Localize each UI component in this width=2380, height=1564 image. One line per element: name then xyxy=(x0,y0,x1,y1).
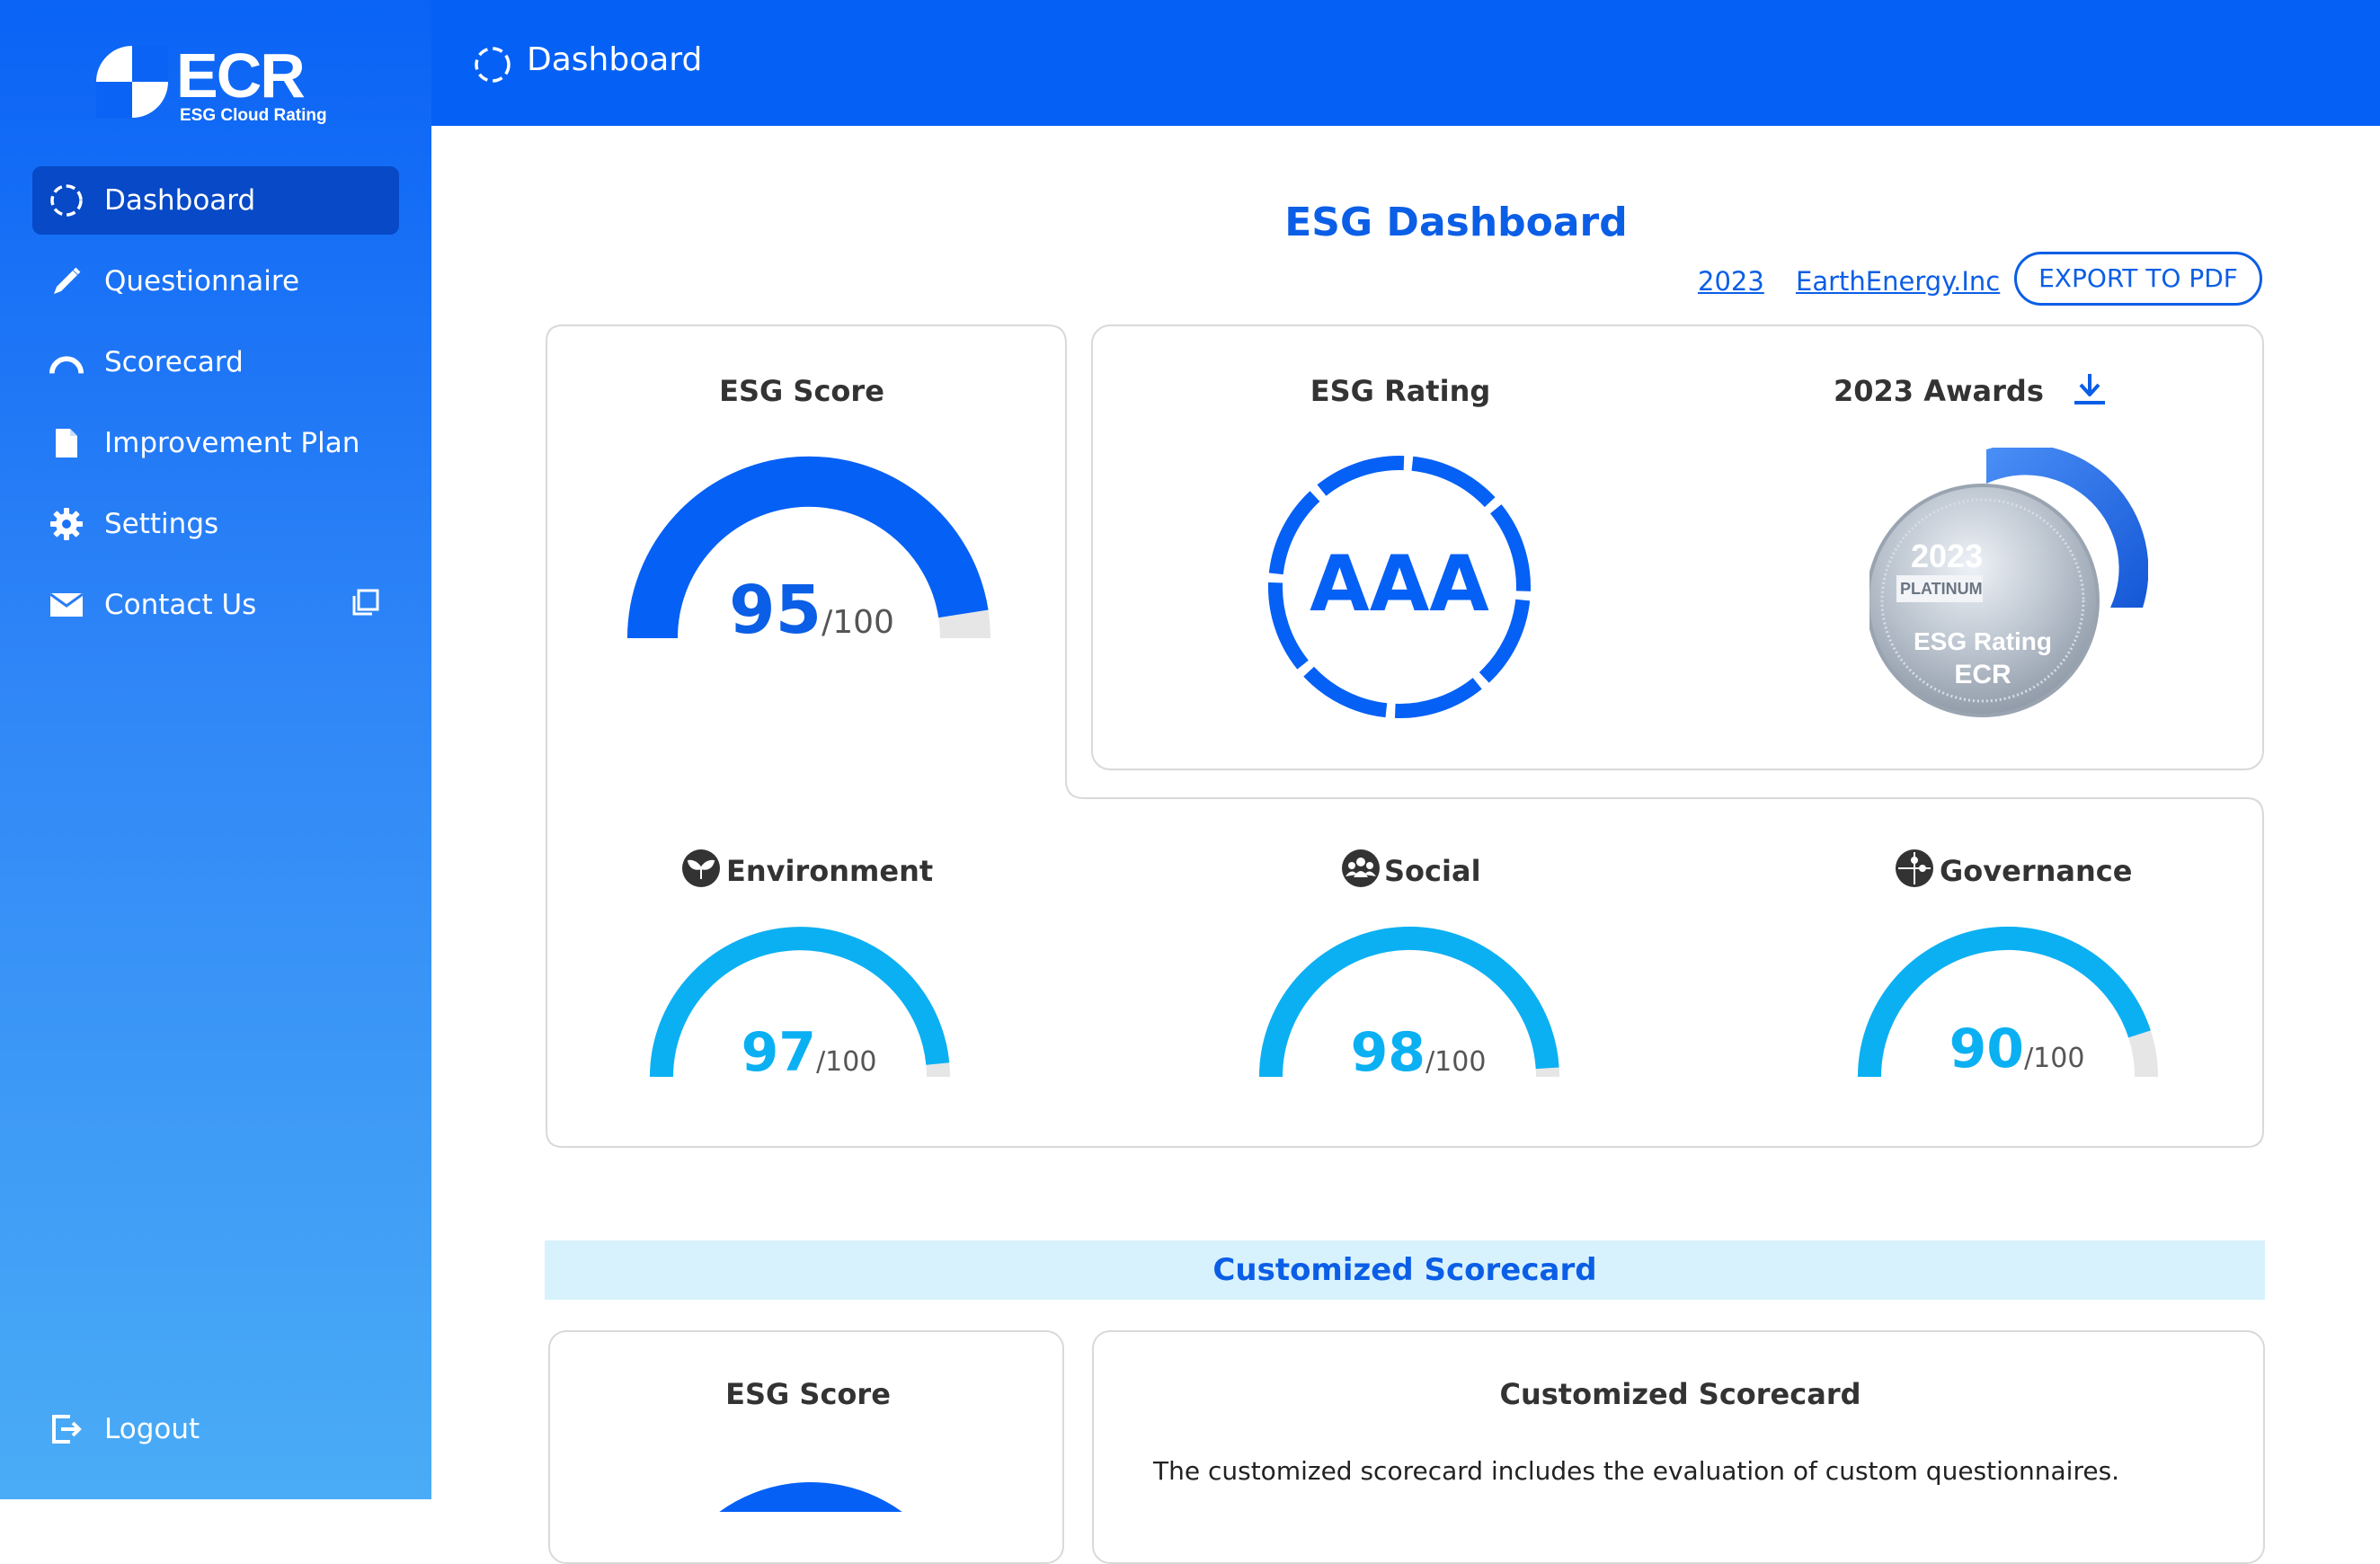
governance-gauge xyxy=(1858,926,2158,1078)
esg-score-gauge xyxy=(627,456,990,639)
pillar-gauge-fill xyxy=(1858,926,2151,1078)
logout-icon xyxy=(49,1411,84,1447)
brand-logo[interactable]: ECR ESG Cloud Rating xyxy=(93,40,327,128)
score-number: 97 xyxy=(741,1021,817,1084)
governance-score: 90/100 xyxy=(1828,1017,2206,1080)
bottom-esg-score-label: ESG Score xyxy=(725,1377,891,1411)
brand-name: ECR xyxy=(176,40,306,111)
pencil-icon xyxy=(49,263,84,299)
top-bar: Dashboard xyxy=(431,0,2380,126)
customized-scorecard-description: The customized scorecard includes the ev… xyxy=(1153,1456,2120,1486)
sidebar: ECR ESG Cloud Rating Dashboard Questionn… xyxy=(0,0,431,1499)
gauge-arc-icon xyxy=(49,344,84,380)
bottom-esg-score-gauge xyxy=(719,1482,902,1512)
environment-gauge xyxy=(650,927,950,1078)
score-max: /100 xyxy=(2024,1043,2085,1074)
sidebar-item-settings[interactable]: Settings xyxy=(32,490,399,558)
gear-icon xyxy=(49,506,84,542)
sidebar-item-improvement-plan[interactable]: Improvement Plan xyxy=(32,409,399,477)
page-title: ESG Dashboard xyxy=(1284,200,1628,245)
people-icon xyxy=(1342,849,1380,887)
customized-scorecard-card: Customized Scorecard The customized scor… xyxy=(1092,1330,2265,1564)
sidebar-item-questionnaire[interactable]: Questionnaire xyxy=(32,247,399,315)
logout-button[interactable]: Logout xyxy=(32,1395,399,1463)
brand-tagline: ESG Cloud Rating xyxy=(180,106,327,125)
puzzle-icon xyxy=(1896,849,1933,887)
pillar-gauge-fill xyxy=(1259,926,1559,1078)
pillar-label-text: Governance xyxy=(1940,854,2133,888)
esg-score-label: ESG Score xyxy=(719,374,884,408)
page-breadcrumb: Dashboard xyxy=(527,41,703,78)
score-max: /100 xyxy=(1425,1046,1487,1078)
award-medal[interactable]: 2023 PLATINUM ESG Rating ECR xyxy=(1869,448,2148,726)
year-link[interactable]: 2023 xyxy=(1698,266,1764,297)
esg-rating-label: ESG Rating xyxy=(1310,374,1491,408)
medal-year: 2023 xyxy=(1911,538,1984,574)
score-max: /100 xyxy=(816,1046,877,1078)
social-gauge xyxy=(1259,926,1559,1078)
sidebar-item-dashboard[interactable]: Dashboard xyxy=(32,166,399,235)
customized-scorecard-header: Customized Scorecard xyxy=(545,1240,2265,1300)
customized-scorecard-card-title: Customized Scorecard xyxy=(1499,1377,1861,1411)
score-number: 98 xyxy=(1350,1021,1426,1084)
pillar-environment-label: Environment xyxy=(681,849,933,888)
document-icon xyxy=(49,425,84,461)
pillar-label-text: Social xyxy=(1384,854,1481,888)
export-pdf-button[interactable]: EXPORT TO PDF xyxy=(2014,252,2262,306)
bottom-esg-score-card: ESG Score xyxy=(548,1330,1064,1564)
sidebar-item-label: Dashboard xyxy=(104,184,256,217)
medal-line1: ESG Rating xyxy=(1913,627,2052,655)
ecr-logo-mark-icon xyxy=(96,46,168,118)
dashboard-circle-icon xyxy=(475,47,511,83)
sidebar-item-label: Scorecard xyxy=(104,346,244,378)
awards-label: 2023 Awards xyxy=(1834,374,2044,408)
sidebar-item-label: Settings xyxy=(104,508,219,540)
sidebar-item-label: Contact Us xyxy=(104,589,257,621)
pillar-label-text: Environment xyxy=(726,854,934,888)
logout-label: Logout xyxy=(104,1413,200,1445)
medal-line2: ECR xyxy=(1954,660,2011,689)
copy-window-icon[interactable] xyxy=(351,589,381,619)
download-icon[interactable] xyxy=(2071,370,2109,408)
sidebar-item-scorecard[interactable]: Scorecard xyxy=(32,328,399,396)
company-link[interactable]: EarthEnergy.Inc xyxy=(1796,266,2001,297)
score-number: 90 xyxy=(1949,1017,2025,1080)
envelope-icon xyxy=(49,587,84,623)
pillar-social-label: Social xyxy=(1341,849,1481,888)
award-medal-graphic xyxy=(1869,448,2148,717)
esg-score-max: /100 xyxy=(821,604,894,641)
customized-scorecard-title: Customized Scorecard xyxy=(1212,1252,1597,1288)
esg-rating-ring xyxy=(1268,456,1531,718)
leaf-icon xyxy=(682,849,720,887)
esg-rating-value: AAA xyxy=(1310,539,1489,629)
environment-score: 97/100 xyxy=(620,1021,998,1084)
social-score: 98/100 xyxy=(1230,1021,1607,1084)
dashboard-circle-icon xyxy=(49,182,84,218)
sidebar-item-label: Improvement Plan xyxy=(104,427,360,459)
esg-score-gauge-fill xyxy=(627,456,989,639)
sidebar-item-label: Questionnaire xyxy=(104,265,300,298)
sidebar-item-contact-us[interactable]: Contact Us xyxy=(32,571,399,639)
pillar-gauge-fill xyxy=(650,927,950,1078)
esg-score-number: 95 xyxy=(729,572,822,649)
medal-tier: PLATINUM xyxy=(1900,580,1983,598)
esg-score-value: 95/100 xyxy=(627,572,996,649)
pillar-governance-label: Governance xyxy=(1895,849,2132,888)
